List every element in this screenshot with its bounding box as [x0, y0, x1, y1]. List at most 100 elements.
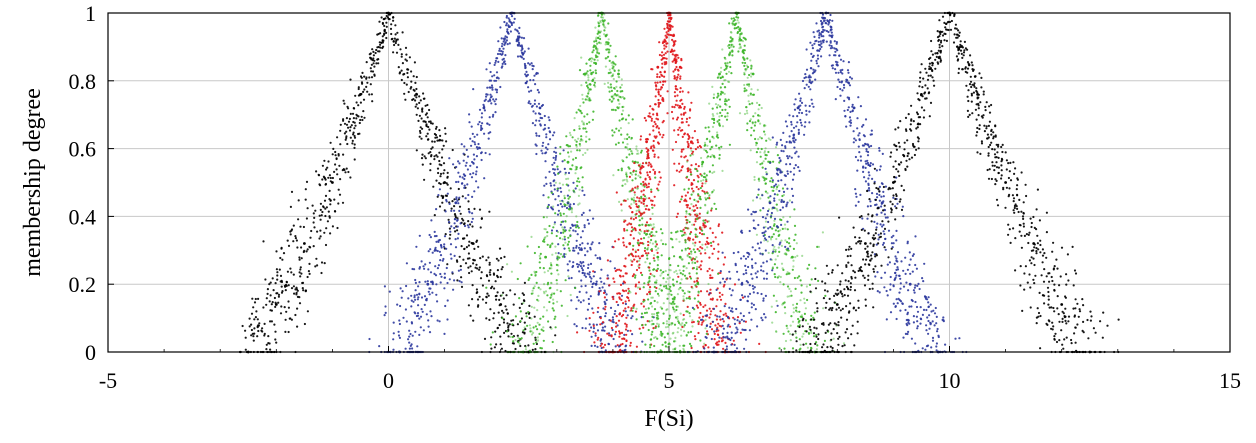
scatter-point: [623, 337, 625, 339]
scatter-point: [691, 224, 693, 226]
scatter-point: [913, 289, 915, 291]
scatter-point: [681, 151, 683, 153]
scatter-point: [681, 249, 683, 251]
scatter-point: [518, 42, 520, 44]
scatter-point: [584, 247, 586, 249]
scatter-point: [731, 337, 733, 339]
scatter-point: [559, 237, 561, 239]
scatter-point: [336, 173, 338, 175]
scatter-point: [685, 249, 687, 251]
scatter-point: [438, 160, 440, 162]
scatter-point: [490, 102, 492, 104]
scatter-point: [641, 274, 643, 276]
scatter-point: [305, 188, 307, 190]
scatter-point: [625, 328, 627, 330]
scatter-point: [557, 214, 559, 216]
scatter-point: [606, 293, 608, 295]
scatter-point: [296, 292, 298, 294]
scatter-point: [491, 84, 493, 86]
scatter-point: [819, 44, 821, 46]
data-point: [690, 140, 693, 143]
scatter-point: [665, 285, 667, 287]
scatter-point: [592, 218, 594, 220]
scatter-point: [613, 78, 615, 80]
scatter-point: [351, 124, 353, 126]
scatter-point: [720, 146, 722, 148]
scatter-point: [299, 271, 301, 273]
scatter-point: [623, 244, 625, 246]
scatter-point: [539, 347, 541, 349]
scatter-point: [724, 256, 726, 258]
scatter-point: [661, 51, 663, 53]
scatter-point: [590, 295, 592, 297]
scatter-point: [560, 224, 562, 226]
scatter-point: [635, 145, 637, 147]
scatter-point: [608, 284, 610, 286]
scatter-point: [687, 191, 689, 193]
scatter-point: [768, 252, 770, 254]
scatter-point: [407, 297, 409, 299]
scatter-point: [654, 300, 656, 302]
scatter-point: [318, 237, 320, 239]
scatter-point: [528, 305, 530, 307]
scatter-point: [656, 76, 658, 78]
scatter-point: [581, 327, 583, 329]
scatter-point: [670, 17, 672, 19]
scatter-point: [699, 207, 701, 209]
scatter-point: [476, 155, 478, 157]
scatter-point: [481, 116, 483, 118]
scatter-point: [581, 190, 583, 192]
scatter-point: [646, 221, 648, 223]
scatter-point: [609, 45, 611, 47]
scatter-point: [602, 286, 604, 288]
scatter-point: [427, 319, 429, 321]
scatter-point: [744, 45, 746, 47]
scatter-point: [473, 248, 475, 250]
scatter-point: [682, 148, 684, 150]
scatter-point: [472, 259, 474, 261]
scatter-point: [634, 227, 636, 229]
scatter-point: [561, 206, 563, 208]
scatter-point: [709, 227, 711, 229]
scatter-point: [465, 197, 467, 199]
scatter-point: [663, 302, 665, 304]
scatter-point: [799, 119, 801, 121]
scatter-point: [783, 348, 785, 350]
scatter-point: [771, 236, 773, 238]
scatter-point: [587, 70, 589, 72]
scatter-point: [624, 138, 626, 140]
scatter-point: [733, 252, 735, 254]
scatter-point: [462, 259, 464, 261]
scatter-point: [546, 235, 548, 237]
scatter-point: [685, 195, 687, 197]
scatter-point: [577, 252, 579, 254]
scatter-point: [444, 235, 446, 237]
scatter-point: [347, 127, 349, 129]
scatter-point: [490, 348, 492, 350]
scatter-point: [817, 280, 819, 282]
scatter-point: [578, 264, 580, 266]
scatter-point: [522, 302, 524, 304]
scatter-point: [508, 26, 510, 28]
scatter-point: [672, 283, 674, 285]
scatter-point: [630, 150, 632, 152]
scatter-point: [583, 265, 585, 267]
scatter-point: [582, 176, 584, 178]
scatter-point: [647, 298, 649, 300]
scatter-point: [423, 268, 425, 270]
scatter-point: [753, 291, 755, 293]
scatter-point: [564, 238, 566, 240]
scatter-point: [533, 287, 535, 289]
scatter-point: [720, 67, 722, 69]
scatter-point: [568, 189, 570, 191]
scatter-point: [600, 317, 602, 319]
scatter-point: [538, 246, 540, 248]
scatter-point: [685, 222, 687, 224]
scatter-point: [725, 313, 727, 315]
scatter-point: [433, 155, 435, 157]
scatter-point: [781, 199, 783, 201]
scatter-point: [597, 21, 599, 23]
scatter-point: [682, 270, 684, 272]
scatter-point: [657, 259, 659, 261]
scatter-point: [676, 88, 678, 90]
